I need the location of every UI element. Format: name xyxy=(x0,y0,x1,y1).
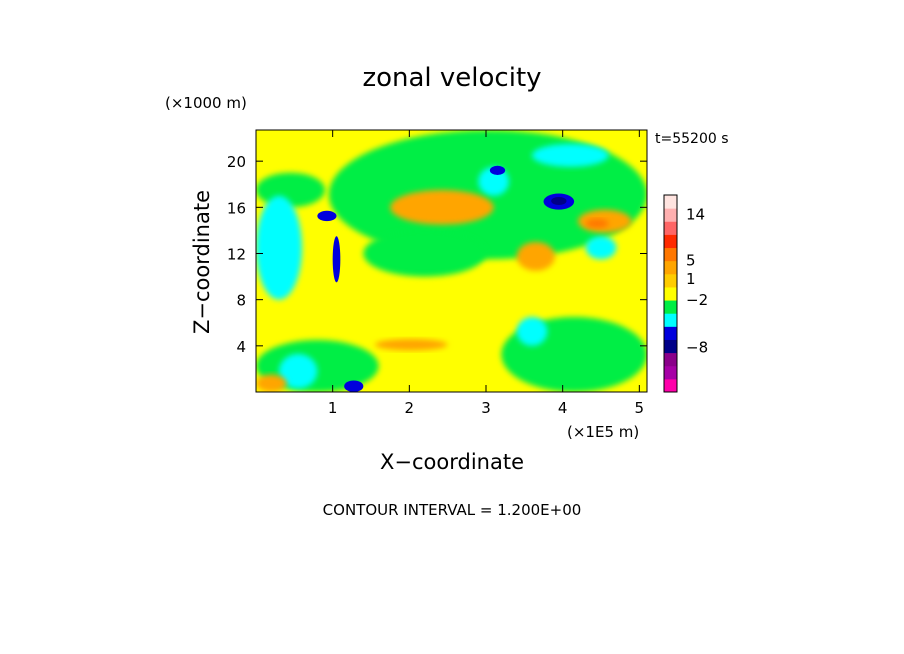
chart-title: zonal velocity xyxy=(362,63,541,93)
y-axis-ticks: 4 8 12 16 20 xyxy=(227,153,647,356)
colorbar-segment xyxy=(664,208,677,222)
colorbar-segment xyxy=(664,221,677,235)
contour-region xyxy=(363,230,486,277)
colorbar-label: −2 xyxy=(686,291,708,309)
colorbar-segment xyxy=(664,195,677,209)
contour-region xyxy=(374,338,448,351)
colorbar-segment xyxy=(664,326,677,340)
colorbar-segment xyxy=(664,378,677,393)
x-tick-label: 5 xyxy=(635,399,645,417)
colorbar xyxy=(663,194,678,393)
contour-region xyxy=(256,195,302,300)
colorbar-segment xyxy=(664,286,677,301)
colorbar-label: 5 xyxy=(686,252,696,270)
y-tick-label: 16 xyxy=(227,199,246,217)
colorbar-segment xyxy=(664,339,677,354)
x-tick-label: 1 xyxy=(328,399,338,417)
contour-region xyxy=(516,241,555,271)
x-tick-label: 2 xyxy=(405,399,415,417)
contour-region xyxy=(390,190,494,225)
colorbar-segment xyxy=(664,273,677,288)
colorbar-label: 14 xyxy=(686,206,705,224)
x-tick-label: 3 xyxy=(481,399,491,417)
contour-interval: CONTOUR INTERVAL = 1.200E+00 xyxy=(323,501,582,519)
y-tick-label: 4 xyxy=(236,338,246,356)
y-tick-label: 20 xyxy=(227,153,246,171)
colorbar-segment xyxy=(664,234,677,249)
plot-frame xyxy=(255,129,648,393)
colorbar-label: −8 xyxy=(686,338,708,356)
colorbar-segment xyxy=(664,365,677,380)
contour-region xyxy=(585,236,617,260)
contour-region xyxy=(585,218,609,229)
colorbar-label: 1 xyxy=(686,270,696,288)
colorbar-segment xyxy=(664,352,677,367)
colorbar-labels: 14 51 −2 −8 xyxy=(686,206,708,357)
x-axis-label: X−coordinate xyxy=(380,450,524,474)
colorbar-frame xyxy=(663,194,678,393)
contour-region xyxy=(516,316,548,346)
plot-area xyxy=(256,130,647,392)
x-axis-ticks: 1 2 3 4 5 xyxy=(328,130,644,417)
contour-region xyxy=(256,374,287,392)
contour-region xyxy=(256,172,325,208)
x-unit-label: (×1E5 m) xyxy=(567,423,639,441)
y-axis-label: Z−coordinate xyxy=(190,190,214,334)
contour-region xyxy=(551,196,567,206)
colorbar-segment xyxy=(664,260,677,275)
time-label: t=55200 s xyxy=(655,131,729,147)
contour-region xyxy=(317,210,337,222)
colorbar-segment xyxy=(664,300,677,314)
x-tick-label: 4 xyxy=(558,399,568,417)
contour-region xyxy=(344,380,364,392)
contour-region xyxy=(532,143,609,167)
contour-regions xyxy=(256,130,647,392)
contour-region xyxy=(489,165,506,176)
colorbar-segment xyxy=(664,313,677,327)
y-tick-label: 12 xyxy=(227,245,246,263)
contour-region xyxy=(332,236,341,283)
contour-region xyxy=(279,353,318,389)
colorbar-segment xyxy=(664,247,677,262)
y-unit-label: (×1000 m) xyxy=(165,94,247,112)
y-tick-label: 8 xyxy=(236,292,246,310)
